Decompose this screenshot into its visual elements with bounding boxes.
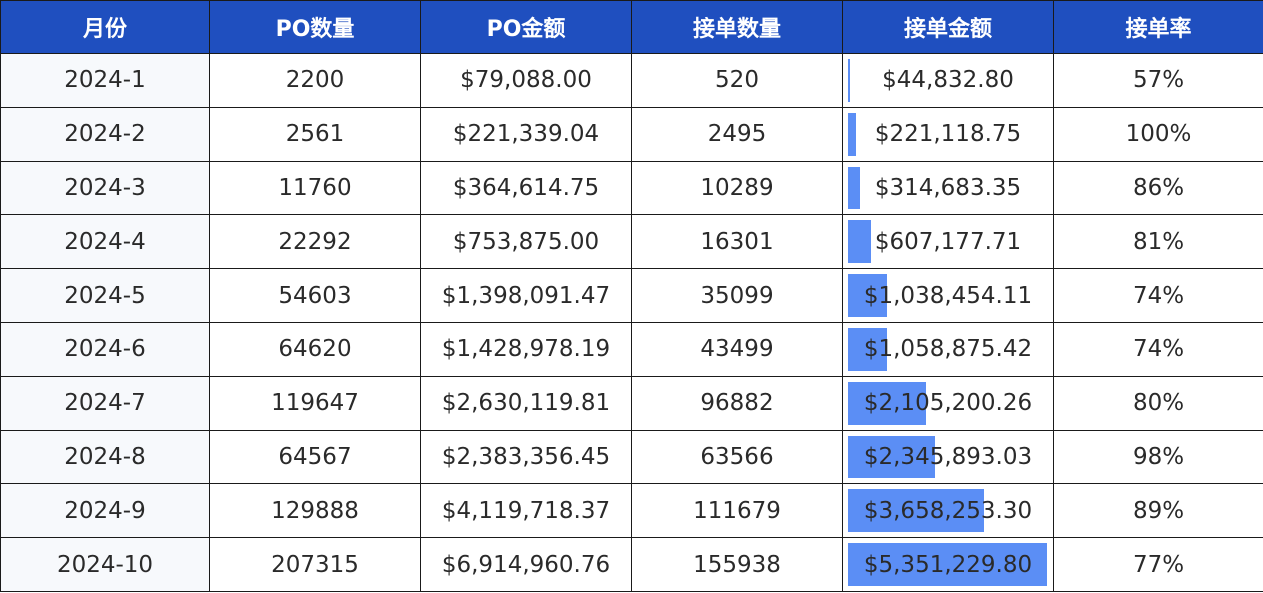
cell-order-qty: 35099 — [631, 268, 843, 323]
table-row: 2024-2 2561 $221,339.04 2495 $221,118.75 100% — [0, 106, 1263, 162]
cell-po-qty: 22292 — [209, 214, 421, 270]
header-po-amount[interactable]: PO金额 — [420, 0, 632, 54]
cell-order-amount: $1,038,454.11 — [842, 268, 1054, 323]
cell-po-qty: 119647 — [209, 375, 421, 431]
order-amount-databar — [848, 489, 985, 533]
table-row: 2024-5 54603 $1,398,091.47 35099 $1,038,454.… — [0, 268, 1263, 323]
cell-po-qty: 129888 — [209, 483, 421, 539]
cell-po-amount: $2,383,356.45 — [420, 429, 632, 485]
table-row: 2024-10 207315 $6,914,960.76 155938 $5,351,2… — [0, 537, 1263, 592]
cell-order-amount: $44,832.80 — [842, 53, 1054, 108]
cell-order-amount: $1,058,875.42 — [842, 321, 1054, 377]
order-amount-text: $1,038,454.11 — [863, 282, 1033, 309]
cell-order-amount: $221,118.75 — [842, 106, 1054, 162]
cell-month: 2024-1 — [0, 53, 210, 108]
table-row: 2024-7 119647 $2,630,119.81 96882 $2,105,200… — [0, 375, 1263, 431]
table-row: 2024-3 11760 $364,614.75 10289 $314,683.35 86… — [0, 160, 1263, 216]
order-amount-text: $1,058,875.42 — [863, 336, 1033, 363]
cell-order-amount: $607,177.71 — [842, 214, 1054, 270]
cell-po-amount: $221,339.04 — [420, 106, 632, 162]
cell-month: 2024-2 — [0, 106, 210, 162]
table-row: 2024-9 129888 $4,119,718.37 111679 $3,658,25… — [0, 483, 1263, 539]
cell-order-rate: 98% — [1053, 429, 1263, 485]
cell-order-qty: 111679 — [631, 483, 843, 539]
cell-po-amount: $753,875.00 — [420, 214, 632, 270]
header-order-rate[interactable]: 接单率 — [1053, 0, 1263, 54]
cell-month: 2024-8 — [0, 429, 210, 485]
cell-order-qty: 63566 — [631, 429, 843, 485]
cell-month: 2024-5 — [0, 268, 210, 323]
cell-order-amount: $2,105,200.26 — [842, 375, 1054, 431]
order-amount-databar — [848, 327, 888, 371]
order-amount-databar — [848, 112, 857, 156]
cell-order-qty: 96882 — [631, 375, 843, 431]
cell-po-qty: 2561 — [209, 106, 421, 162]
order-amount-text: $607,177.71 — [874, 228, 1022, 255]
cell-po-amount: $79,088.00 — [420, 53, 632, 108]
cell-po-qty: 207315 — [209, 537, 421, 592]
cell-month: 2024-6 — [0, 321, 210, 377]
order-amount-databar — [848, 59, 850, 102]
cell-po-amount: $6,914,960.76 — [420, 537, 632, 592]
order-amount-text: $2,105,200.26 — [863, 390, 1033, 417]
header-order-amount[interactable]: 接单金额 — [842, 0, 1054, 54]
cell-order-amount: $314,683.35 — [842, 160, 1054, 216]
cell-order-rate: 89% — [1053, 483, 1263, 539]
table-row: 2024-8 64567 $2,383,356.45 63566 $2,345,893.… — [0, 429, 1263, 485]
cell-month: 2024-7 — [0, 375, 210, 431]
header-row: 月份 PO数量 PO金额 接单数量 接单金额 接单率 — [0, 0, 1263, 54]
cell-po-qty: 64620 — [209, 321, 421, 377]
cell-month: 2024-9 — [0, 483, 210, 539]
cell-order-qty: 16301 — [631, 214, 843, 270]
cell-po-qty: 11760 — [209, 160, 421, 216]
cell-po-amount: $1,398,091.47 — [420, 268, 632, 323]
cell-order-rate: 80% — [1053, 375, 1263, 431]
cell-month: 2024-3 — [0, 160, 210, 216]
cell-po-amount: $2,630,119.81 — [420, 375, 632, 431]
cell-order-qty: 520 — [631, 53, 843, 108]
order-amount-text: $3,658,253.30 — [863, 497, 1033, 524]
cell-order-amount: $2,345,893.03 — [842, 429, 1054, 485]
header-order-qty[interactable]: 接单数量 — [631, 0, 843, 54]
cell-order-qty: 43499 — [631, 321, 843, 377]
cell-order-amount: $5,351,229.80 — [842, 537, 1054, 592]
header-po-qty[interactable]: PO数量 — [209, 0, 421, 54]
cell-month: 2024-4 — [0, 214, 210, 270]
table-row: 2024-6 64620 $1,428,978.19 43499 $1,058,875.… — [0, 321, 1263, 377]
order-amount-text: $314,683.35 — [874, 174, 1022, 201]
cell-order-rate: 86% — [1053, 160, 1263, 216]
cell-order-rate: 100% — [1053, 106, 1263, 162]
cell-order-rate: 74% — [1053, 321, 1263, 377]
cell-po-amount: $4,119,718.37 — [420, 483, 632, 539]
order-amount-databar — [848, 543, 1047, 586]
order-amount-text: $221,118.75 — [874, 121, 1022, 148]
order-amount-databar — [848, 166, 860, 210]
cell-order-amount: $3,658,253.30 — [842, 483, 1054, 539]
cell-order-rate: 81% — [1053, 214, 1263, 270]
order-amount-databar — [848, 274, 887, 317]
cell-po-qty: 2200 — [209, 53, 421, 108]
cell-po-amount: $364,614.75 — [420, 160, 632, 216]
cell-po-qty: 54603 — [209, 268, 421, 323]
order-amount-text: $44,832.80 — [882, 67, 1014, 94]
table-row: 2024-4 22292 $753,875.00 16301 $607,177.71 81… — [0, 214, 1263, 270]
order-amount-text: $2,345,893.03 — [863, 443, 1033, 470]
cell-order-qty: 2495 — [631, 106, 843, 162]
cell-order-qty: 10289 — [631, 160, 843, 216]
cell-month: 2024-10 — [0, 537, 210, 592]
table-row: 2024-1 2200 $79,088.00 520 $44,832.80 57% — [0, 53, 1263, 108]
cell-po-amount: $1,428,978.19 — [420, 321, 632, 377]
header-month[interactable]: 月份 — [0, 0, 210, 54]
cell-po-qty: 64567 — [209, 429, 421, 485]
cell-order-qty: 155938 — [631, 537, 843, 592]
order-amount-text: $5,351,229.80 — [863, 551, 1033, 578]
order-amount-databar — [848, 435, 936, 479]
cell-order-rate: 57% — [1053, 53, 1263, 108]
cell-order-rate: 74% — [1053, 268, 1263, 323]
order-amount-databar — [848, 381, 927, 425]
cell-order-rate: 77% — [1053, 537, 1263, 592]
order-amount-databar — [848, 220, 871, 264]
